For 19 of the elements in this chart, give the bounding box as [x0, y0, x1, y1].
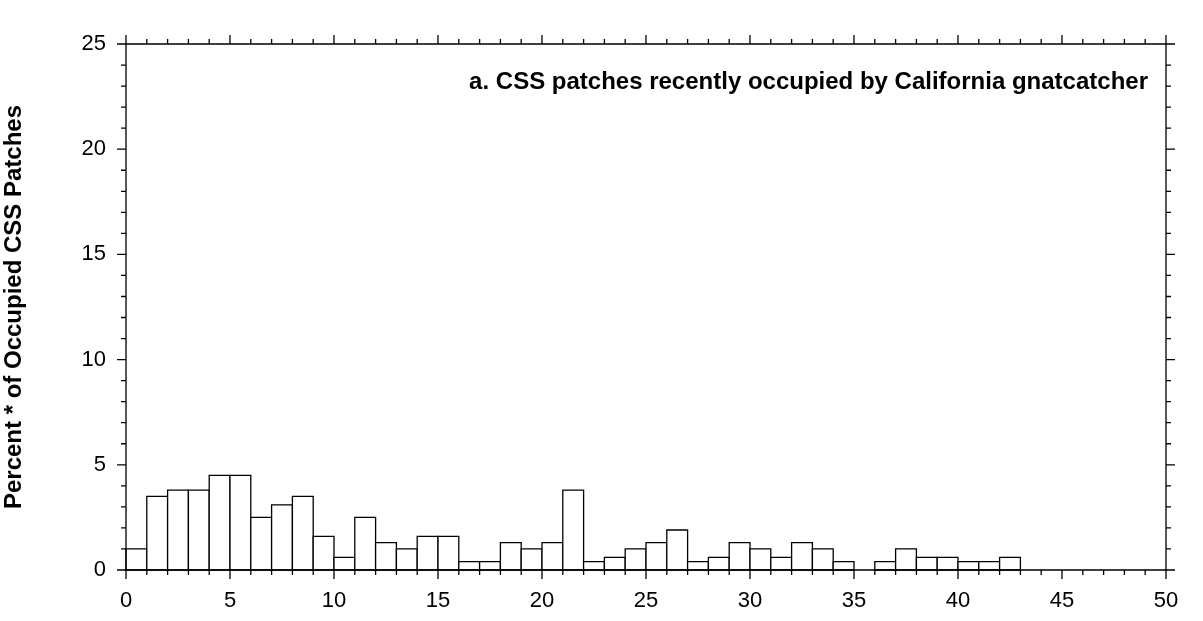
x-tick-label: 45: [1049, 587, 1075, 613]
y-tick-label: 15: [81, 240, 106, 266]
y-tick-label: 25: [81, 30, 106, 56]
y-axis-title: Percent * of Occupied CSS Patches: [0, 104, 27, 510]
x-tick-label: 10: [321, 587, 347, 613]
x-tick-label: 20: [529, 587, 555, 613]
x-tick-label: 40: [945, 587, 971, 613]
y-tick-label: 10: [81, 345, 106, 371]
text: a. CSS patches recently occupied by California gnatcatcher: [469, 66, 1148, 94]
x-tick-label: 0: [119, 587, 133, 613]
y-tick-label: 0: [93, 556, 106, 582]
y-tick-label: 5: [93, 450, 106, 476]
x-tick-label: 25: [633, 587, 659, 613]
x-tick-label: 15: [425, 587, 451, 613]
x-tick-label: 30: [737, 587, 763, 613]
x-tick-label: 35: [841, 587, 867, 613]
x-tick-label: 5: [223, 587, 237, 613]
y-tick-label: 20: [81, 135, 106, 161]
x-tick-label: 50: [1153, 587, 1179, 613]
